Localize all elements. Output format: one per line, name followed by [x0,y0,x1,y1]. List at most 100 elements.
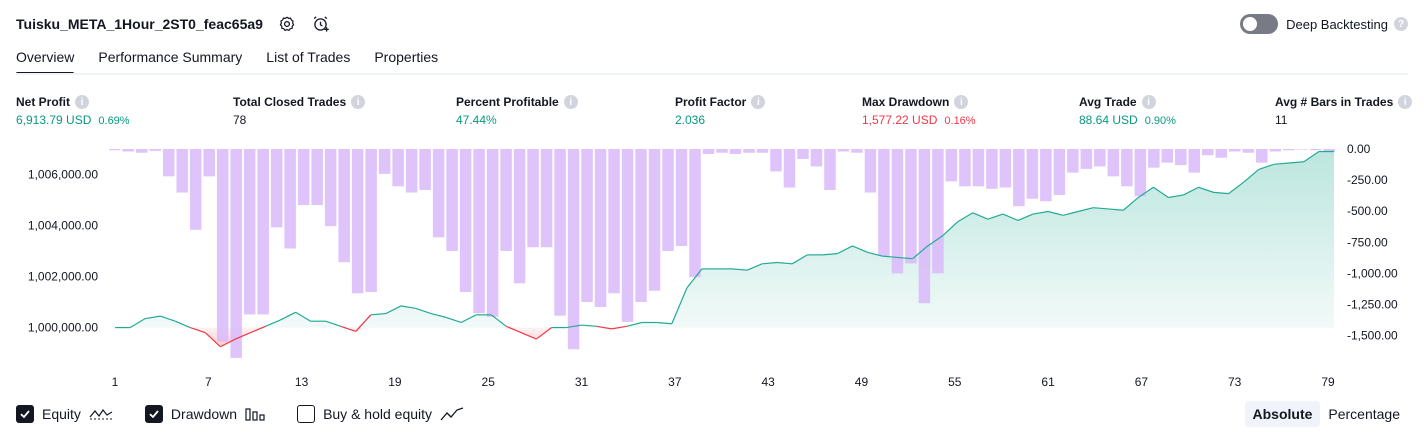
metric-value: 2.036 [675,113,706,127]
equity-line-segment [972,212,989,220]
drawdown-bar [972,149,985,187]
tab-performance-summary[interactable]: Performance Summary [98,49,243,65]
info-icon[interactable]: i [1398,95,1413,109]
drawdown-bar [999,149,1012,188]
tab-overview[interactable]: Overview [16,47,75,75]
drawdown-bar [891,149,904,274]
drawdown-bar [351,149,364,294]
metric-value: 6,913.79 USD [16,113,92,127]
legend-equity[interactable]: Equity [16,405,113,423]
drawdown-bar [770,149,782,172]
drawdown-bar [162,149,175,177]
equity-line-segment [1243,168,1260,183]
y-left-tick-label: 1,000,000.00 [28,321,98,335]
equity-drawdown-chart[interactable]: 1,006,000.00 1,004,000.00 1,002,000.00 1,00… [0,138,1424,388]
equity-line-segment [370,312,386,316]
equity-line-segment [220,338,236,348]
add-alert-icon[interactable] [311,14,331,34]
equity-line-segment [1138,186,1154,198]
drawdown-bar [513,149,526,284]
equity-line-segment [957,212,974,223]
drawdown-bar [1067,149,1079,173]
help-icon[interactable]: ? [1394,17,1408,31]
drawdown-bar [621,149,634,322]
drawdown-bar [1323,149,1335,152]
tab-list-of-trades[interactable]: List of Trades [266,49,351,65]
equity-line-segment [1122,197,1139,211]
tab-properties[interactable]: Properties [374,49,439,65]
info-icon[interactable]: i [75,95,89,109]
legend-drawdown[interactable]: Drawdown [144,405,265,423]
info-icon[interactable]: i [954,95,969,109]
equity-line-segment [430,312,447,318]
equity-line-segment [400,305,417,310]
equity-line-segment [1213,191,1229,195]
scale-mode-toggle: Absolute Percentage [1244,401,1409,427]
drawdown-bar [837,149,850,152]
equity-line-segment [867,251,883,257]
info-icon[interactable]: i [351,95,366,109]
drawdown-bar [149,149,161,151]
y-right-tick-label: -500.00 [1347,204,1388,218]
info-icon[interactable]: i [751,95,766,109]
equity-line-segment [159,315,176,322]
absolute-mode-button[interactable]: Absolute [1244,401,1321,427]
drawdown-bar [648,149,661,291]
metric-percent-profitable: Percent Profitable i 47.44% [456,94,578,127]
toggle-knob [1243,17,1258,31]
drawdown-bar [959,149,971,187]
drawdown-bar [945,149,958,182]
drawdown-bar [446,149,458,251]
equity-line-segment [250,325,266,334]
drawdown-bar [851,149,863,153]
drawdown-bar [1269,149,1282,152]
drawdown-bar [176,149,188,193]
equity-line-segment [1273,162,1289,165]
equity-line-segment [1002,213,1019,221]
drawdown-bar [1188,149,1201,173]
metric-value: 78 [233,113,247,127]
drawdown-bar [1175,149,1187,166]
legend-buy-hold-equity[interactable]: Buy & hold equity [297,405,464,423]
drawdown-bar [1121,149,1133,187]
equity-line-segment [897,256,913,260]
equity-line-segment [235,332,251,340]
drawdown-bar [1202,149,1214,156]
equity-line-segment [822,253,838,256]
drawdown-bar [824,149,836,191]
buy-hold-checkbox[interactable] [297,405,316,423]
metric-max-drawdown: Max Drawdown i 1,577.22 USD 0.16% [862,94,976,127]
metric-value: 88.64 USD [1079,113,1138,127]
deep-backtesting-label: Deep Backtesting [1286,16,1388,32]
x-tick-label: 55 [948,375,962,388]
info-icon[interactable]: i [563,95,578,109]
equity-line-segment [566,324,582,329]
report-tabs: Overview Performance Summary List of Tra… [16,47,462,75]
equity-line-segment [295,311,311,322]
equity-line-segment [340,325,356,332]
equity-line-segment [1183,186,1199,196]
equity-line-segment [190,327,206,334]
drawdown-bar [554,149,566,316]
metric-value: 47.44% [456,113,497,127]
drawdown-bar [932,149,944,274]
drawdown-bar [594,149,607,307]
drawdown-bar [203,149,215,177]
settings-icon[interactable] [277,14,297,34]
drawdown-bar [729,149,742,154]
metric-label: Total Closed Trades [233,95,347,109]
deep-backtesting-toggle[interactable] [1240,14,1279,34]
equity-line-segment [1153,186,1169,198]
info-icon[interactable]: i [1141,95,1156,109]
equity-line-segment [987,213,1004,220]
equity-line-segment [1228,181,1245,195]
x-tick-label: 13 [295,375,309,388]
percentage-mode-button[interactable]: Percentage [1328,406,1400,422]
equity-line-segment [1168,194,1184,199]
equity-line-segment [521,332,537,340]
equity-line-segment [656,321,672,325]
equity-checkbox[interactable] [16,405,34,423]
x-tick-label: 61 [1041,375,1055,388]
drawdown-checkbox[interactable] [144,405,163,423]
drawdown-bar [270,149,283,228]
